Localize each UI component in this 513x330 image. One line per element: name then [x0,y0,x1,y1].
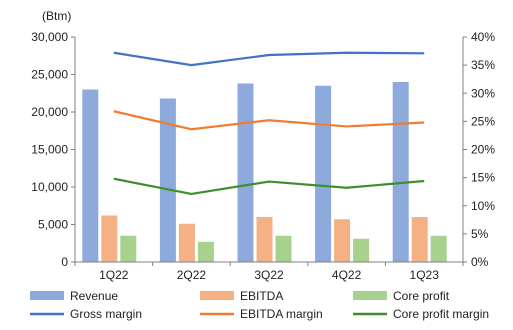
y-axis-left-tick-label: 10,000 [31,180,68,194]
legend-label-core-profit-margin: Core profit margin [393,307,489,321]
bar-revenue [237,83,254,262]
bar-revenue [315,85,332,262]
y-axis-left-tick-label: 15,000 [31,143,68,157]
y-axis-right-tick-label: 35% [471,58,495,72]
y-axis-right-tick-label: 15% [471,171,495,185]
bar-revenue [82,89,99,262]
y-axis-right-tick-label: 40% [471,30,495,44]
y-axis-left-tick-label: 30,000 [31,30,68,44]
bar-ebitda [411,217,428,262]
x-axis-tick-label: 2Q22 [177,268,207,282]
y-axis-right-tick-label: 0% [471,255,489,269]
line-gross-margin [113,51,425,67]
legend-label-ebitda: EBITDA [240,289,283,303]
bar-core-profit [120,235,137,262]
y-axis-left-tick-label: 5,000 [38,218,68,232]
bar-core-profit [353,238,370,262]
y-axis-right-tick-label: 20% [471,143,495,157]
y-axis-right-tick-label: 10% [471,199,495,213]
y-axis-right-tick-label: 30% [471,86,495,100]
legend-label-ebitda-margin: EBITDA margin [240,307,323,321]
legend-swatch-core-profit [353,291,387,300]
bar-ebitda [101,215,118,262]
x-axis-tick-label: 4Q22 [332,268,362,282]
y-axis-left-tick-label: 20,000 [31,105,68,119]
bar-revenue [392,82,409,262]
plot-area: 0 5,000 10,000 15,000 20,000 25,000 30,000 0% 5%… [31,30,495,282]
x-axis-tick-label: 3Q22 [254,268,284,282]
legend-label-gross-margin: Gross margin [70,307,142,321]
x-axis-tick-label: 1Q22 [99,268,129,282]
y-axis-left-tick-label: 0 [61,255,68,269]
bar-ebitda [334,219,351,262]
legend-swatch-revenue [30,291,64,300]
y-axis-right-tick-label: 5% [471,227,489,241]
x-axis-tick-label: 1Q23 [410,268,440,282]
y-axis-unit-label: (Btm) [42,9,71,23]
bar-core-profit [430,235,447,262]
bar-ebitda [178,223,195,262]
bar-core-profit [197,241,214,262]
bar-core-profit [275,235,292,262]
bar-revenue [159,98,176,262]
legend: Revenue EBITDA Core profit Gross margin EBIT… [30,289,489,321]
legend-swatch-ebitda [200,291,234,300]
legend-label-revenue: Revenue [70,289,118,303]
bar-ebitda [256,217,273,262]
y-axis-right-tick-label: 25% [471,114,495,128]
legend-label-core-profit: Core profit [393,289,450,303]
y-axis-left-tick-label: 25,000 [31,68,68,82]
